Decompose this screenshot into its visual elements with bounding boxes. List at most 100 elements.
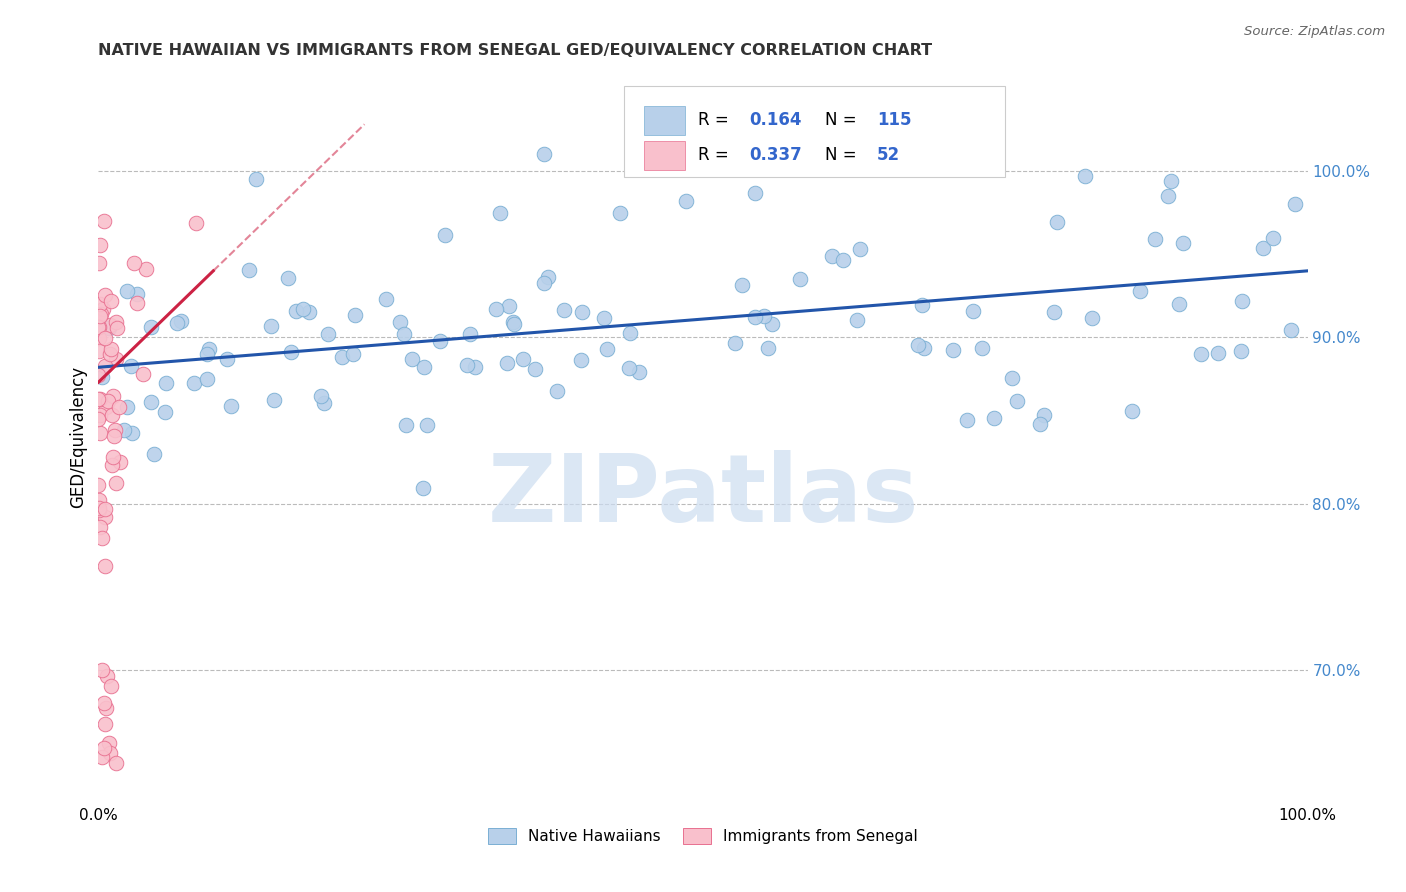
Point — [502, 315, 524, 329]
Point — [911, 297, 934, 311]
Point — [260, 318, 283, 333]
Point — [488, 206, 510, 220]
Point — [89, 319, 111, 334]
Point — [91, 302, 114, 317]
Point — [808, 161, 831, 175]
Point — [309, 389, 332, 403]
Point — [87, 502, 110, 516]
Text: ZIPatlas: ZIPatlas — [488, 450, 918, 541]
Point — [87, 344, 110, 359]
Point — [316, 327, 339, 342]
Legend: Native Hawaiians, Immigrants from Senegal: Native Hawaiians, Immigrants from Senega… — [482, 822, 924, 850]
Point — [184, 216, 207, 230]
Point — [392, 326, 415, 341]
Point — [619, 326, 641, 341]
Point — [675, 194, 697, 208]
Point — [170, 313, 193, 327]
Point — [724, 336, 747, 351]
Point — [89, 425, 111, 440]
Point — [1129, 284, 1152, 298]
Point — [87, 320, 110, 334]
Point — [1160, 174, 1182, 188]
Point — [94, 331, 117, 345]
Point — [100, 343, 122, 357]
Point — [90, 307, 112, 321]
Point — [1001, 370, 1024, 384]
Point — [569, 352, 592, 367]
Point — [962, 304, 984, 318]
Point — [1251, 241, 1274, 255]
Point — [115, 284, 138, 298]
Point — [101, 408, 124, 422]
Point — [277, 271, 299, 285]
Point — [94, 510, 117, 524]
Point — [970, 341, 993, 355]
Point — [219, 400, 242, 414]
Point — [135, 262, 157, 277]
Point — [89, 331, 111, 345]
Point — [107, 401, 129, 415]
Point — [89, 501, 111, 516]
Point — [912, 341, 935, 355]
Point — [94, 558, 117, 573]
Text: 115: 115 — [877, 112, 911, 129]
Point — [155, 376, 177, 391]
Point — [1081, 311, 1104, 326]
Point — [125, 296, 148, 310]
Point — [198, 342, 221, 356]
Point — [1005, 393, 1028, 408]
Point — [93, 696, 115, 710]
Point — [429, 334, 451, 348]
Point — [141, 320, 163, 334]
Point — [394, 418, 416, 433]
Point — [832, 253, 855, 268]
Point — [942, 343, 965, 358]
Point — [97, 321, 120, 335]
Point — [87, 392, 110, 407]
Point — [752, 309, 775, 323]
Point — [93, 214, 115, 228]
Point — [498, 299, 520, 313]
Point — [533, 276, 555, 290]
Point — [91, 370, 114, 384]
Point — [1033, 408, 1056, 422]
Point — [1043, 305, 1066, 319]
Point — [87, 412, 110, 426]
Point — [183, 376, 205, 391]
Point — [485, 301, 508, 316]
Point — [744, 186, 766, 201]
Point — [401, 352, 423, 367]
Point — [298, 305, 321, 319]
Point — [89, 392, 111, 407]
Point — [415, 418, 437, 433]
Point — [983, 411, 1005, 425]
Point — [388, 315, 411, 329]
Point — [464, 360, 486, 375]
Point — [375, 292, 398, 306]
Text: 0.337: 0.337 — [749, 146, 801, 164]
Point — [434, 227, 457, 242]
Point — [98, 318, 121, 333]
Point — [1121, 403, 1143, 417]
Point — [1173, 235, 1195, 250]
Point — [105, 756, 128, 771]
Text: N =: N = — [825, 146, 862, 164]
Point — [332, 350, 354, 364]
Point — [195, 347, 218, 361]
Point — [263, 392, 285, 407]
Point — [845, 312, 868, 326]
Point — [1279, 323, 1302, 337]
Point — [1284, 197, 1306, 211]
Point — [761, 317, 783, 331]
Point — [413, 360, 436, 375]
Point — [789, 271, 811, 285]
Point — [1167, 297, 1189, 311]
Point — [907, 337, 929, 351]
Point — [100, 680, 122, 694]
Point — [141, 394, 163, 409]
Point — [103, 389, 125, 403]
Point — [120, 359, 142, 373]
FancyBboxPatch shape — [624, 86, 1005, 178]
Point — [546, 384, 568, 399]
Point — [215, 351, 238, 366]
